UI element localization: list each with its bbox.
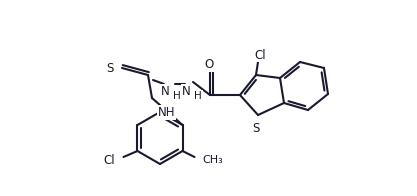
Text: N: N xyxy=(182,85,191,98)
Text: NH: NH xyxy=(158,106,176,119)
Text: Cl: Cl xyxy=(254,48,266,62)
Text: O: O xyxy=(204,58,214,72)
Text: H: H xyxy=(173,91,181,101)
Text: S: S xyxy=(107,62,114,74)
Text: S: S xyxy=(252,122,260,135)
Text: H: H xyxy=(194,91,202,101)
Text: CH₃: CH₃ xyxy=(203,155,223,165)
Text: N: N xyxy=(161,85,170,98)
Text: Cl: Cl xyxy=(104,154,116,168)
